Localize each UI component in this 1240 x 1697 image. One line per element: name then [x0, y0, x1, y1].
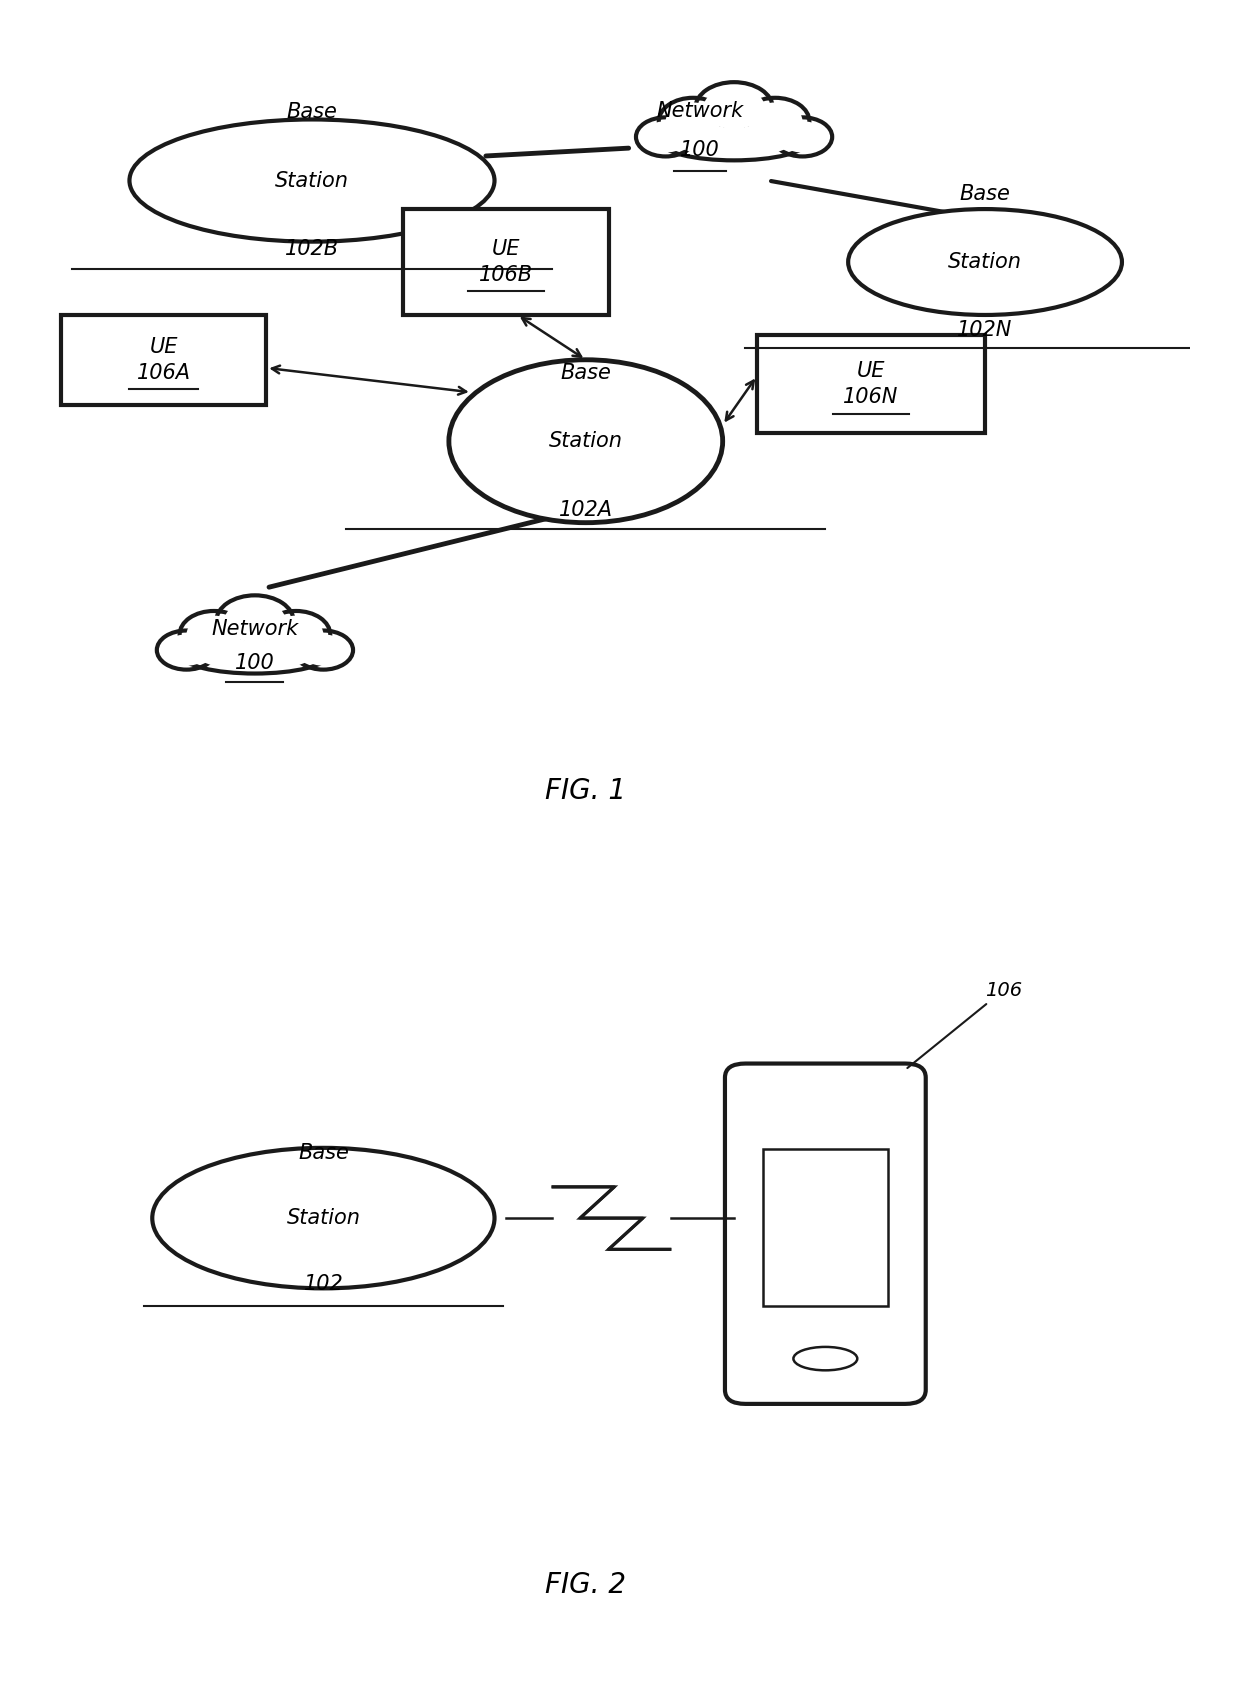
Text: UE: UE	[150, 336, 177, 356]
Text: Network: Network	[211, 619, 299, 638]
Ellipse shape	[300, 635, 347, 665]
Text: Base: Base	[286, 102, 337, 122]
Text: 106: 106	[908, 981, 1022, 1067]
Text: Base: Base	[960, 183, 1011, 204]
Ellipse shape	[196, 641, 314, 670]
Ellipse shape	[848, 209, 1122, 316]
Ellipse shape	[773, 117, 832, 156]
Text: 102A: 102A	[559, 499, 613, 519]
Text: 100: 100	[680, 139, 719, 160]
FancyBboxPatch shape	[403, 209, 609, 316]
Text: UE: UE	[857, 361, 885, 382]
Ellipse shape	[636, 117, 696, 156]
Text: FIG. 2: FIG. 2	[546, 1571, 626, 1599]
FancyBboxPatch shape	[725, 1064, 926, 1403]
Ellipse shape	[294, 631, 353, 670]
Ellipse shape	[779, 120, 826, 153]
Text: UE: UE	[492, 239, 520, 260]
Ellipse shape	[449, 360, 723, 523]
Ellipse shape	[794, 1347, 857, 1371]
Ellipse shape	[661, 124, 807, 160]
Text: FIG. 1: FIG. 1	[546, 777, 626, 806]
Text: Station: Station	[549, 431, 622, 451]
Ellipse shape	[162, 635, 211, 665]
Text: Base: Base	[560, 363, 611, 384]
FancyBboxPatch shape	[61, 316, 267, 404]
Text: 106A: 106A	[136, 363, 191, 384]
Ellipse shape	[186, 616, 242, 653]
Text: Station: Station	[286, 1208, 361, 1229]
Text: Base: Base	[298, 1142, 348, 1162]
Text: Station: Station	[949, 253, 1022, 272]
Ellipse shape	[224, 601, 286, 641]
Ellipse shape	[658, 98, 727, 144]
Ellipse shape	[748, 102, 802, 141]
Ellipse shape	[156, 631, 216, 670]
Ellipse shape	[642, 120, 689, 153]
Text: 106N: 106N	[843, 387, 899, 407]
Ellipse shape	[742, 98, 810, 144]
Text: Network: Network	[656, 102, 744, 120]
FancyBboxPatch shape	[756, 336, 985, 433]
Ellipse shape	[182, 636, 327, 674]
FancyBboxPatch shape	[763, 1149, 888, 1305]
Text: 102N: 102N	[957, 321, 1013, 341]
Ellipse shape	[269, 616, 324, 653]
Ellipse shape	[696, 81, 773, 134]
Text: 102B: 102B	[285, 239, 339, 260]
Ellipse shape	[216, 596, 294, 648]
Ellipse shape	[703, 87, 765, 129]
Ellipse shape	[129, 119, 495, 241]
Text: 106B: 106B	[479, 265, 533, 285]
Text: 102: 102	[304, 1274, 343, 1293]
Ellipse shape	[666, 102, 720, 141]
Text: 100: 100	[236, 653, 275, 672]
Ellipse shape	[262, 611, 330, 658]
Ellipse shape	[153, 1147, 495, 1288]
Ellipse shape	[676, 127, 792, 156]
Text: Station: Station	[275, 171, 348, 190]
Ellipse shape	[180, 611, 248, 658]
